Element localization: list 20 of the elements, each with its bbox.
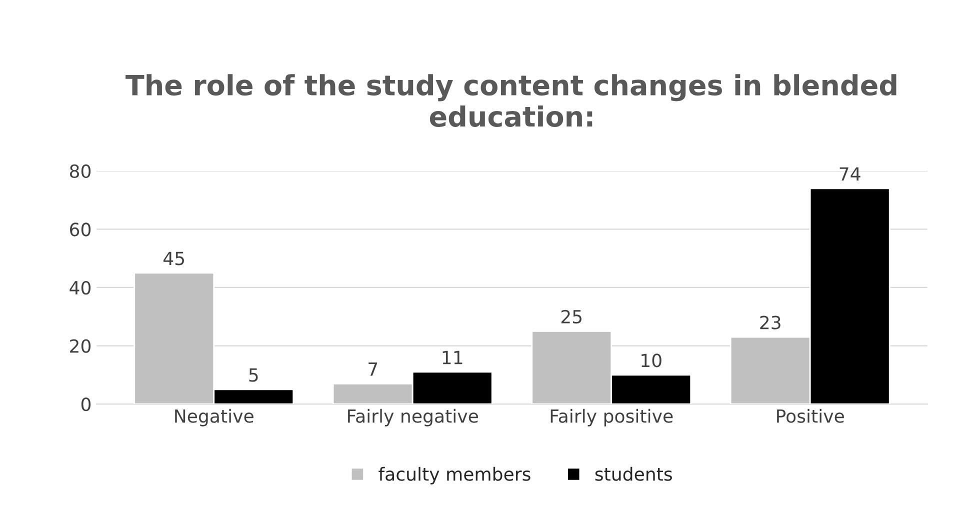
y-tick-label: 20 bbox=[70, 339, 91, 353]
data-label: 45 bbox=[164, 252, 184, 266]
x-tick-label: Fairly positive bbox=[550, 408, 673, 426]
data-label: 7 bbox=[368, 362, 378, 376]
data-label: 11 bbox=[442, 350, 462, 364]
data-label: 5 bbox=[249, 368, 258, 382]
chart-title: The role of the study content changes in blended education: bbox=[126, 74, 896, 127]
x-tick-label: Fairly negative bbox=[348, 408, 478, 426]
x-tick-label: Negative bbox=[175, 408, 254, 426]
data-label: 25 bbox=[561, 310, 582, 324]
legend-label: faculty members bbox=[378, 466, 530, 484]
data-label: 10 bbox=[642, 354, 662, 368]
y-tick-label: 40 bbox=[70, 280, 91, 295]
data-label: 23 bbox=[760, 316, 780, 330]
data-label: 74 bbox=[840, 167, 860, 180]
y-tick-label: 0 bbox=[81, 398, 91, 412]
y-tick-label: 60 bbox=[70, 222, 91, 236]
x-tick-label: Positive bbox=[777, 408, 844, 423]
y-tick-label: 80 bbox=[70, 164, 91, 178]
legend-label: students bbox=[595, 466, 672, 481]
